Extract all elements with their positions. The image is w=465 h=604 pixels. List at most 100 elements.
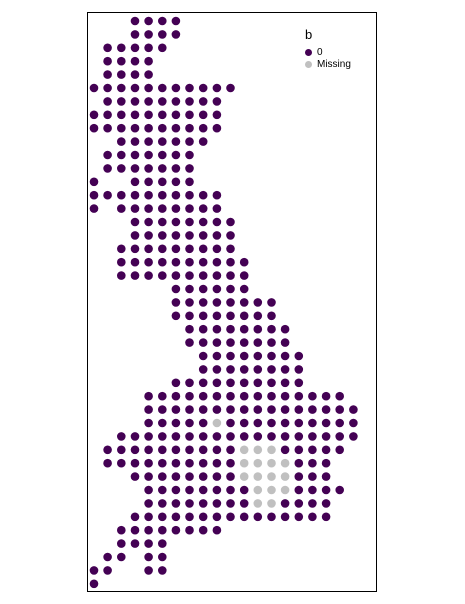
data-point [253,324,263,334]
missing-point [253,485,263,495]
data-point [158,418,167,428]
data-point [117,83,126,93]
legend-title: b [305,27,313,42]
dot-map [89,16,358,589]
data-point [171,485,181,495]
data-point [198,418,208,428]
data-point [130,150,140,160]
data-point [335,432,344,441]
legend-key-missing [305,60,312,68]
data-point [89,566,99,575]
data-point [117,43,126,53]
data-point [171,512,181,522]
data-point [103,70,112,79]
data-point [321,405,331,414]
data-point [103,445,112,455]
data-point [144,150,153,160]
data-point [308,445,317,455]
data-point [294,351,304,361]
data-point [158,271,167,280]
data-point [130,244,140,254]
data-point [239,512,249,522]
data-point [253,405,263,414]
data-point [226,499,235,508]
data-point [239,351,249,361]
data-point [171,418,181,428]
data-point [226,405,235,414]
data-point [144,445,153,455]
data-point [158,566,167,575]
data-point [185,391,194,401]
data-point [308,432,317,441]
data-point [158,110,167,120]
data-point [185,231,194,240]
data-point [158,244,167,254]
data-point [144,137,153,146]
data-point [171,164,181,173]
data-point [130,257,140,267]
data-point [117,539,126,548]
data-point [321,458,331,468]
data-point [212,97,222,106]
data-point [239,298,249,307]
data-point [171,284,181,294]
data-point [158,525,167,535]
data-point [267,391,276,401]
data-point [171,257,181,267]
data-point [117,204,126,213]
data-point [321,391,331,401]
data-point [198,391,208,401]
data-point [226,311,235,321]
data-point [185,190,194,200]
data-point [321,499,331,508]
data-point [198,204,208,213]
data-point [89,190,99,200]
data-point [253,432,263,441]
data-point [103,123,112,133]
data-point [158,16,167,26]
data-point [89,123,99,133]
data-point [198,351,208,361]
data-point [171,458,181,468]
legend-label-missing: Missing [317,58,351,70]
data-point [267,378,276,388]
data-point [117,244,126,254]
data-point [308,485,317,495]
data-point [198,458,208,468]
data-point [280,418,290,428]
data-point [144,56,153,66]
data-point [117,70,126,79]
data-point [198,190,208,200]
data-point [267,512,276,522]
data-point [226,472,235,481]
missing-point [280,485,290,495]
legend-entry-missing: Missing [305,58,351,70]
missing-point [267,472,276,481]
data-point [226,244,235,254]
data-point [198,137,208,146]
data-point [198,110,208,120]
legend-key-0 [305,48,312,56]
data-point [171,525,181,535]
data-point [335,445,344,455]
data-point [144,97,153,106]
data-point [158,445,167,455]
missing-point [267,485,276,495]
data-point [185,432,194,441]
data-point [171,271,181,280]
data-point [185,177,194,187]
data-point [198,231,208,240]
data-point [226,391,235,401]
data-point [171,244,181,254]
data-point [308,499,317,508]
data-point [185,110,194,120]
data-point [144,70,153,79]
data-point [130,97,140,106]
data-point [89,204,99,213]
data-point [158,30,167,39]
data-point [185,445,194,455]
data-point [253,311,263,321]
data-point [280,378,290,388]
data-point [212,217,222,227]
data-point [212,244,222,254]
